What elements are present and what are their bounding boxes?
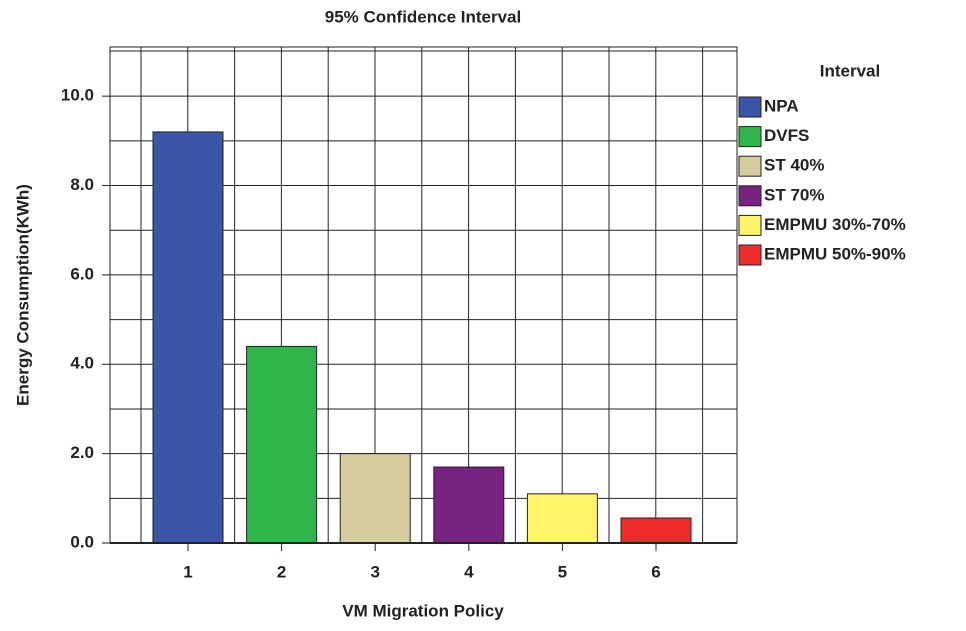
- y-tick-label: 10.0: [61, 86, 94, 105]
- y-tick-label: 6.0: [70, 264, 94, 283]
- legend-label: ST 70%: [764, 185, 824, 204]
- bar: [526, 493, 598, 544]
- x-tick-label: 4: [464, 562, 474, 581]
- legend-label: DVFS: [764, 126, 809, 145]
- legend-title: Interval: [820, 61, 880, 80]
- x-tick-label: 3: [370, 562, 379, 581]
- y-axis-label: Energy Consumption(KWh): [13, 184, 32, 406]
- bar: [433, 466, 505, 544]
- legend-swatch: [738, 96, 762, 118]
- legend-swatch: [738, 155, 762, 177]
- bar: [152, 131, 224, 544]
- x-axis-label: VM Migration Policy: [342, 601, 504, 620]
- legend-label: ST 40%: [764, 156, 824, 175]
- y-tick-label: 8.0: [70, 175, 94, 194]
- bar: [246, 345, 318, 544]
- y-tick-label: 2.0: [70, 443, 94, 462]
- legend-swatch: [738, 126, 762, 148]
- legend-label: EMPMU 30%-70%: [764, 215, 906, 234]
- legend-swatch: [738, 185, 762, 207]
- legend-label: NPA: [764, 96, 799, 115]
- y-tick-label: 4.0: [70, 354, 94, 373]
- x-tick-label: 5: [558, 562, 567, 581]
- bar: [620, 517, 692, 544]
- legend-swatch: [738, 214, 762, 236]
- x-tick-label: 6: [651, 562, 660, 581]
- chart-title: 95% Confidence Interval: [325, 7, 522, 26]
- x-tick-label: 2: [277, 562, 286, 581]
- legend-swatch: [738, 244, 762, 266]
- y-tick-label: 0.0: [70, 532, 94, 551]
- x-tick-label: 1: [183, 562, 192, 581]
- legend-label: EMPMU 50%-90%: [764, 244, 906, 263]
- bar: [339, 453, 411, 544]
